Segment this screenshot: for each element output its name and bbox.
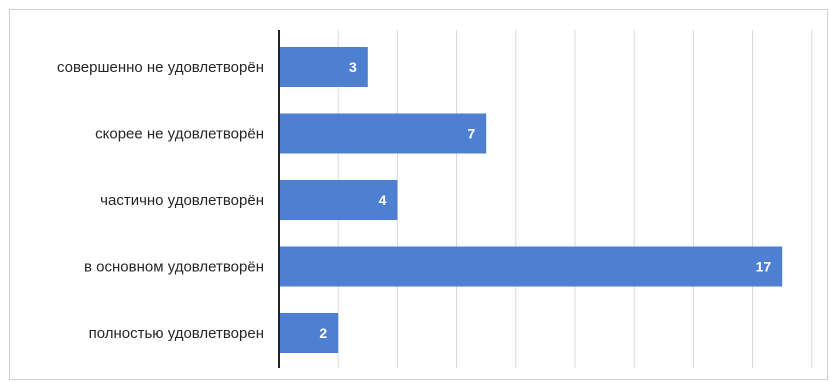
category-label: в основном удовлетворён (84, 259, 264, 276)
bar (279, 180, 398, 220)
bar (279, 313, 339, 353)
bar (279, 47, 368, 87)
grid-lines (337, 30, 813, 368)
category-labels: совершенно не удовлетворён скорее не удов… (57, 59, 264, 342)
bars (279, 47, 783, 353)
bar (279, 113, 487, 154)
category-label: частично удовлетворён (100, 192, 264, 209)
bar (279, 246, 783, 287)
data-label: 2 (319, 325, 327, 341)
category-label: совершенно не удовлетворён (57, 59, 264, 76)
data-label: 3 (349, 59, 357, 75)
data-label: 7 (467, 126, 475, 142)
data-labels: 3 7 4 17 2 (319, 59, 771, 341)
data-label: 4 (379, 192, 387, 208)
chart-frame (9, 9, 828, 380)
data-label: 17 (756, 259, 772, 275)
category-label: полностью удовлетворен (89, 325, 264, 342)
category-label: скорее не удовлетворён (95, 126, 264, 143)
